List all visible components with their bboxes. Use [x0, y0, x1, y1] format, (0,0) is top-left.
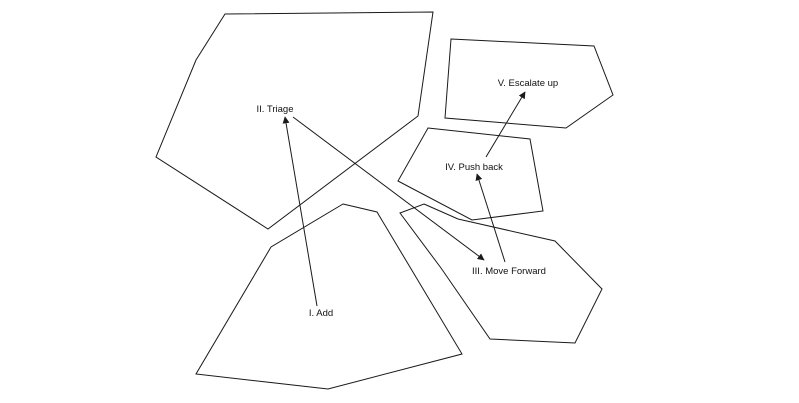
edge-add-to-triage	[282, 116, 318, 307]
node-label-push-back: IV. Push back	[445, 162, 503, 173]
node-label-add: I. Add	[309, 308, 333, 319]
region-move-forward	[399, 203, 603, 344]
regions	[155, 11, 614, 390]
region-triage	[155, 11, 434, 230]
edges	[282, 91, 526, 307]
region-push-back	[397, 127, 544, 221]
labels: I. Add II. Triage III. Move Forward IV. …	[257, 78, 559, 319]
edge-triage-to-move-forward	[292, 116, 485, 261]
node-label-triage: II. Triage	[257, 104, 294, 115]
edge-push-back-to-escalate-up	[485, 91, 526, 158]
region-escalate-up	[444, 38, 614, 129]
edge-move-forward-to-push-back	[475, 173, 506, 263]
node-label-move-forward: III. Move Forward	[472, 266, 546, 277]
region-add	[195, 203, 463, 390]
node-label-escalate-up: V. Escalate up	[498, 78, 558, 89]
